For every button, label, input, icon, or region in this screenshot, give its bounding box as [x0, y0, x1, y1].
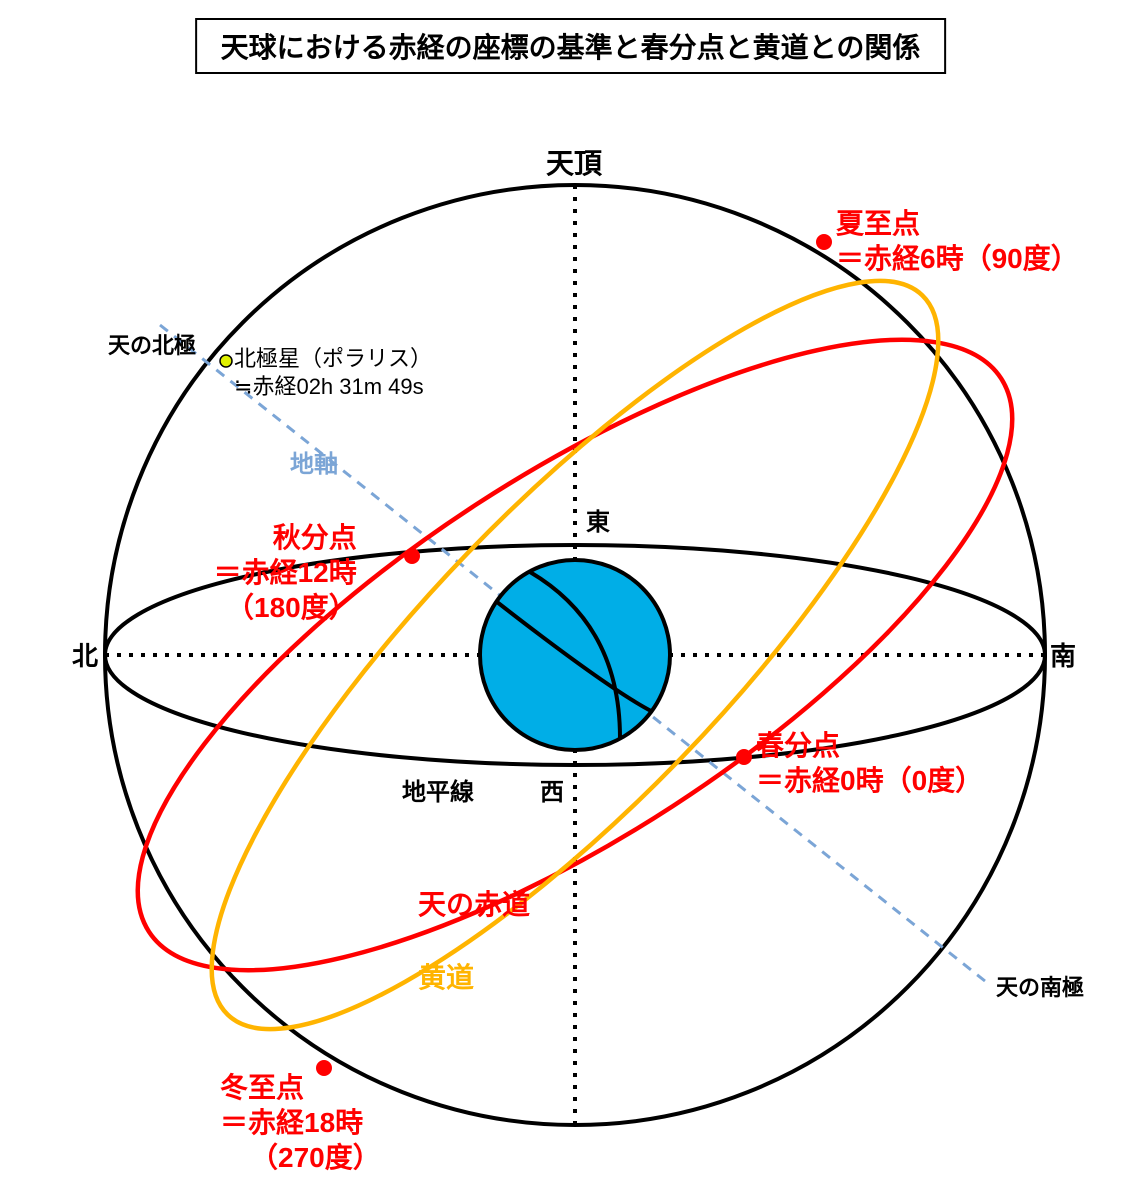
label-east: 東	[586, 508, 610, 538]
label-autumn: 秋分点 ＝赤経12時 （180度）	[186, 520, 357, 625]
label-west: 西	[540, 778, 564, 808]
polaris-point	[220, 355, 232, 367]
earth	[480, 560, 670, 750]
label-polaris: 北極星（ポラリス） ≒赤経02h 31m 49s	[234, 345, 432, 400]
label-south-pole: 天の南極	[996, 974, 1084, 1002]
label-axis: 地軸	[290, 450, 338, 480]
label-zenith: 天頂	[546, 146, 602, 181]
spring-equinox-point	[736, 749, 752, 765]
label-winter: 冬至点 ＝赤経18時 （270度）	[220, 1070, 381, 1175]
label-summer: 夏至点 ＝赤経6時（90度）	[836, 206, 1079, 276]
label-equator: 天の赤道	[418, 887, 530, 922]
diagram-container: 天球における赤経の座標の基準と春分点と黄道との関係	[0, 0, 1141, 1200]
label-south: 南	[1050, 640, 1076, 673]
label-spring: 春分点 ＝赤経0時（0度）	[756, 728, 983, 798]
summer-solstice-point	[816, 234, 832, 250]
autumn-equinox-point	[404, 548, 420, 564]
label-north-pole: 天の北極	[108, 332, 196, 360]
label-north: 北	[72, 640, 98, 673]
label-horizon: 地平線	[402, 778, 474, 808]
label-ecliptic: 黄道	[418, 960, 474, 995]
